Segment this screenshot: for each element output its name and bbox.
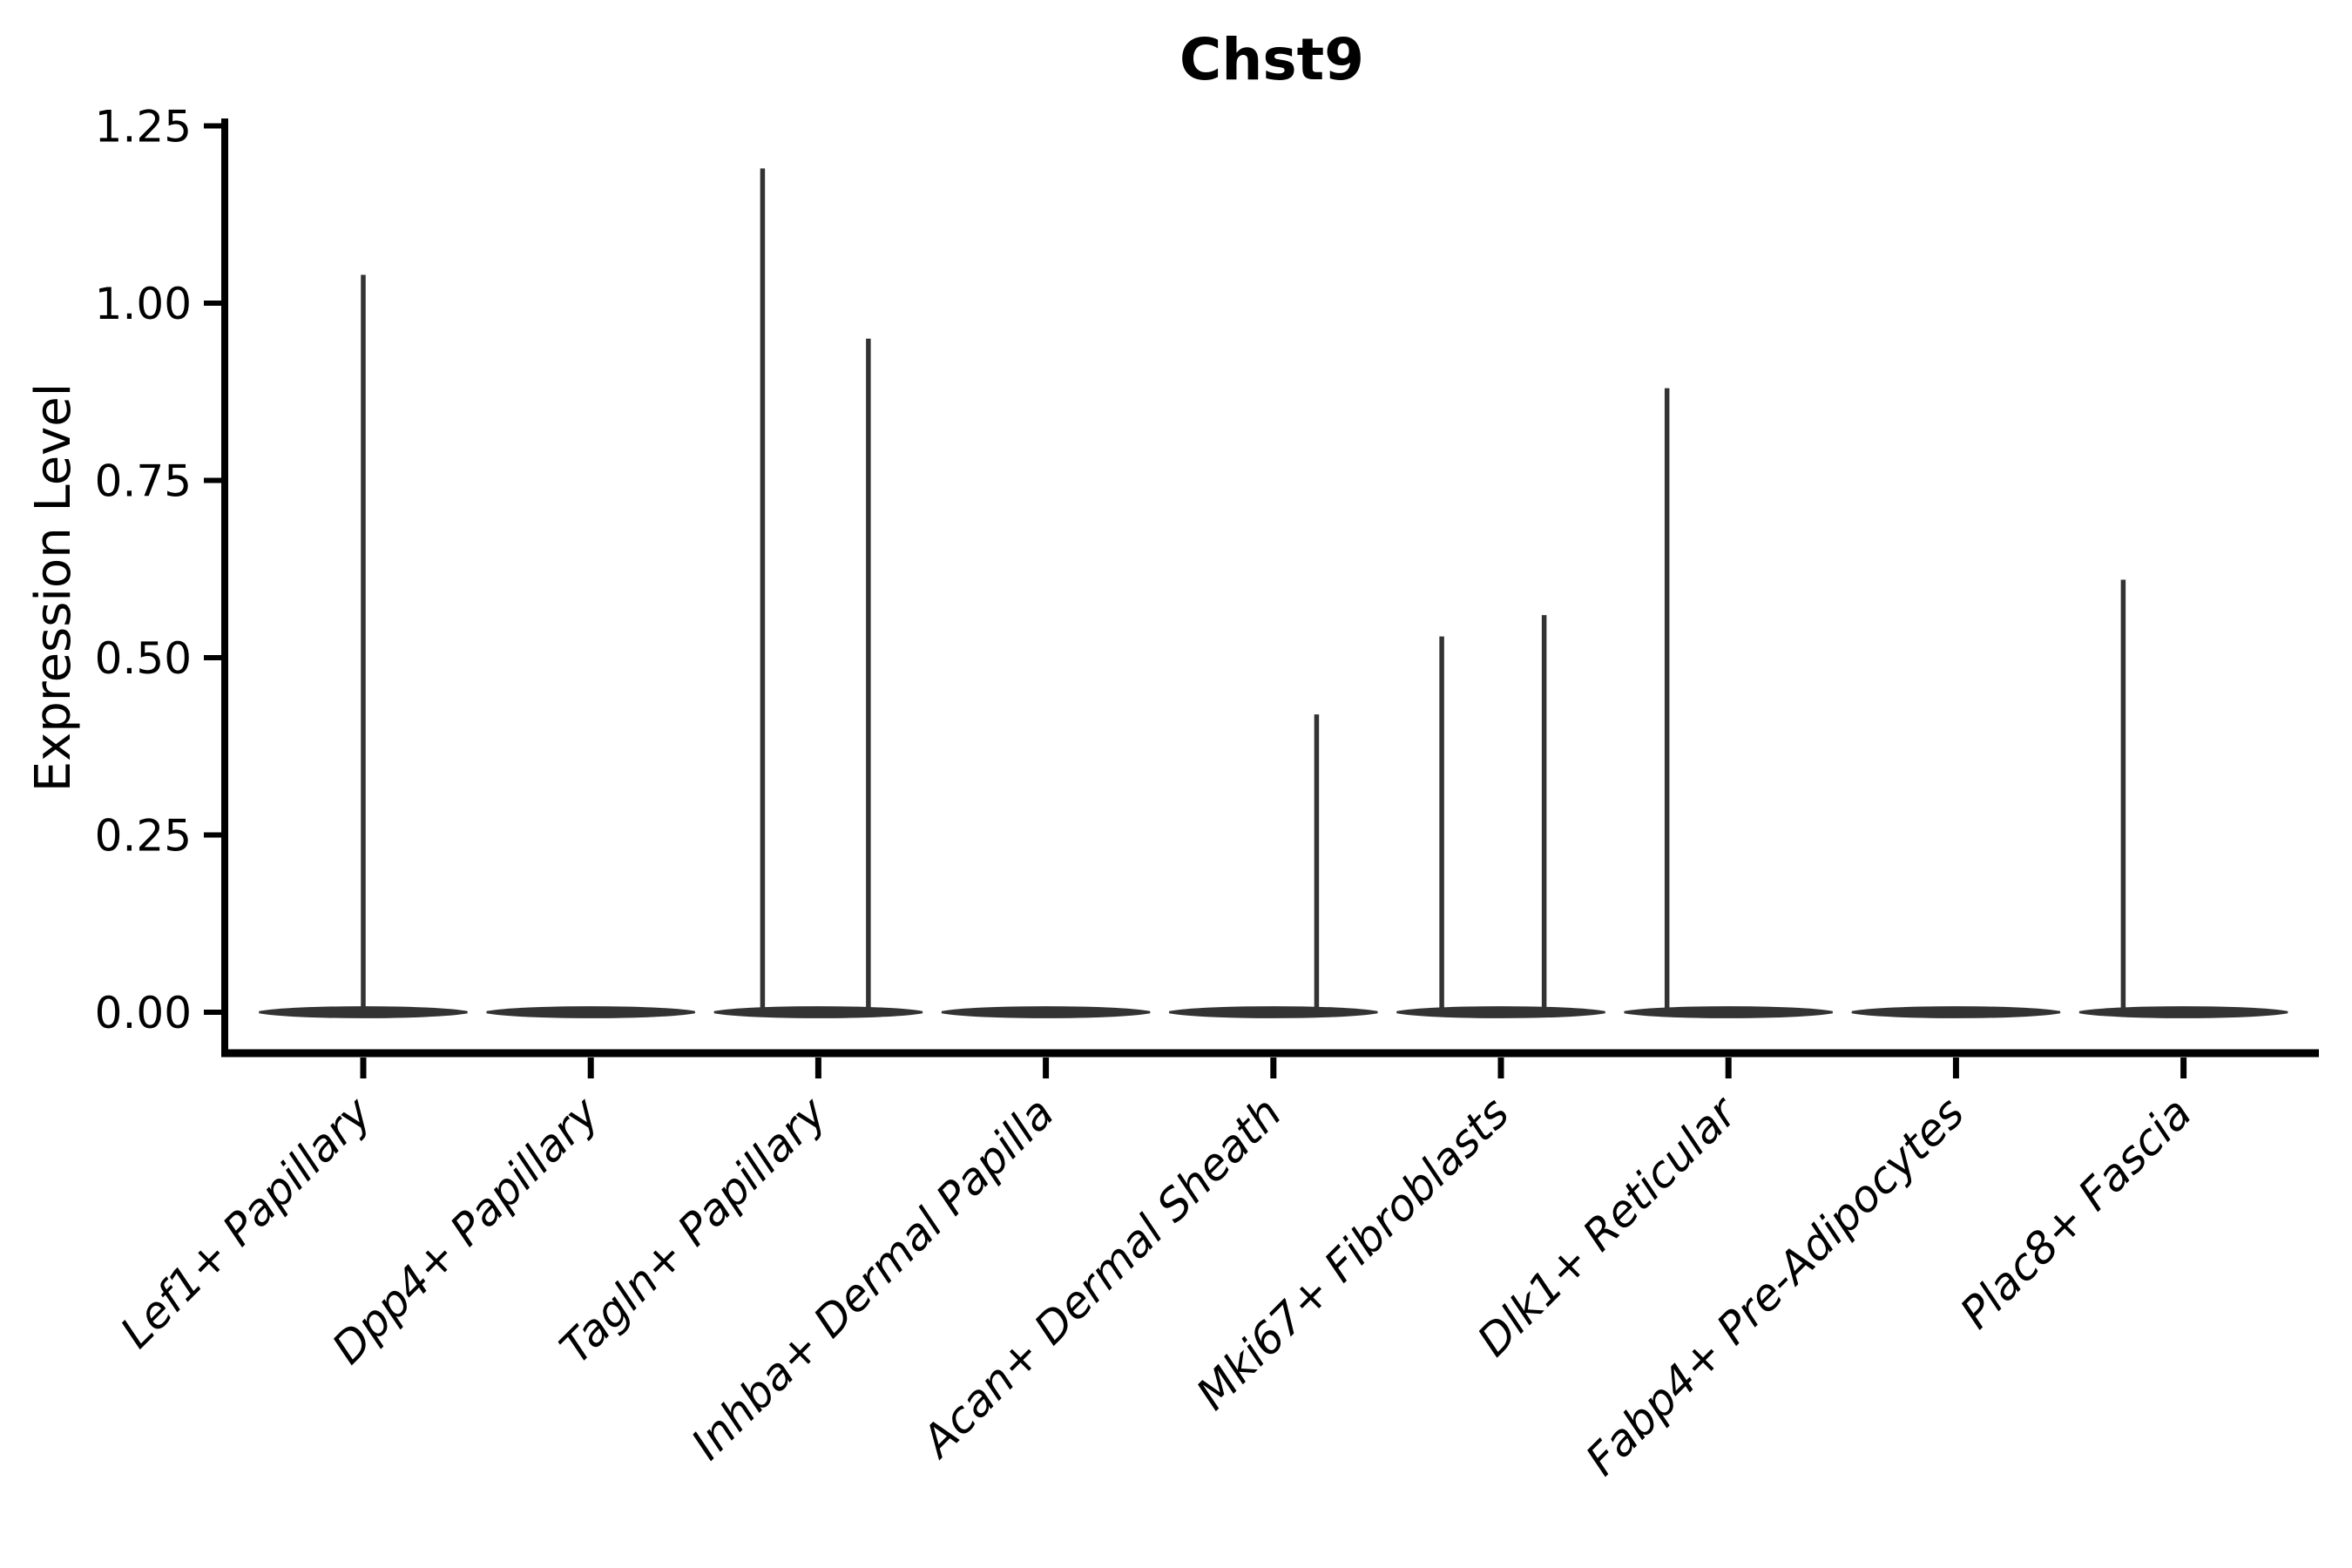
chart-title: Chst9	[1179, 26, 1365, 93]
y-tick-label: 1.00	[95, 279, 192, 329]
x-tick-label: Acan+ Dermal Sheath	[910, 1087, 1291, 1468]
y-tick-label: 0.00	[95, 988, 192, 1038]
x-tick-label: Inhba+ Dermal Papilla	[682, 1087, 1064, 1469]
x-tick-label: Fabp4+ Pre-Adipocytes	[1576, 1087, 1974, 1485]
y-axis-title: Expression Level	[25, 383, 82, 793]
violin-base	[2078, 1006, 2288, 1018]
y-tick-label: 0.50	[95, 633, 192, 684]
y-tick-label: 0.75	[95, 456, 192, 507]
x-tick-label: Plac8+ Fascia	[1950, 1087, 2201, 1338]
x-tick-label: Lef1+ Papillary	[111, 1086, 382, 1357]
violin-base	[259, 1006, 468, 1018]
y-tick-label: 1.25	[95, 102, 192, 152]
violin-base	[941, 1006, 1151, 1018]
violin-base	[1624, 1006, 1833, 1018]
violin-base	[1851, 1006, 2061, 1018]
y-tick-label: 0.25	[95, 811, 192, 862]
violin-base	[486, 1006, 695, 1018]
violin-base	[713, 1006, 923, 1018]
violin-base	[1396, 1006, 1605, 1018]
violin-base	[1169, 1006, 1378, 1018]
